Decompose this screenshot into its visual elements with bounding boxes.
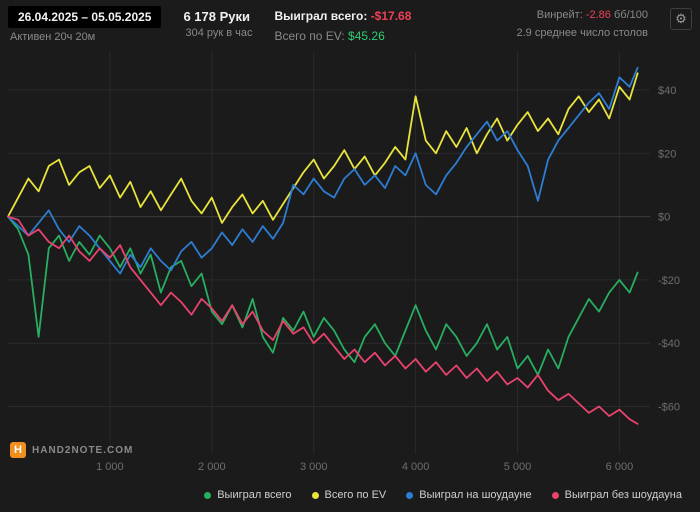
legend-label: Всего по EV [324, 489, 387, 501]
legend-label: Выиграл всего [217, 489, 292, 501]
legend-dot-yellow [311, 491, 319, 499]
ev-total-label: Всего по EV: [274, 29, 345, 43]
chart-legend: Выиграл всего Всего по EV Выиграл на шоу… [0, 478, 700, 512]
date-range-group: 26.04.2025 – 05.05.2025 Активен 20ч 20м [8, 6, 162, 43]
svg-text:-$40: -$40 [658, 338, 680, 350]
chart-container: 1 000 2 000 3 000 4 000 5 000 6 000 $40 $20 $0 -$… [0, 46, 700, 478]
hands-per-hour: 304 рук в час [185, 27, 253, 39]
won-total-label: Выиграл всего: [274, 9, 368, 23]
legend-dot-pink [551, 491, 559, 499]
legend-dot-blue [406, 491, 414, 499]
svg-text:-$20: -$20 [658, 275, 680, 287]
winrate-group: Винрейт: -2.86 бб/100 2.9 среднее число … [516, 6, 648, 39]
legend-label: Выиграл без шоудауна [564, 489, 682, 501]
hands-group: 6 178 Руки 304 рук в час [183, 6, 252, 39]
ev-total-value: $45.26 [348, 29, 385, 43]
stats-header: 26.04.2025 – 05.05.2025 Активен 20ч 20м … [0, 0, 700, 46]
hands-total: 6 178 Руки [183, 9, 251, 24]
legend-item-won-total[interactable]: Выиграл всего [204, 489, 292, 501]
hand2note-icon: H [10, 442, 26, 458]
svg-text:$0: $0 [658, 212, 670, 224]
svg-text:4 000: 4 000 [402, 461, 430, 473]
winnings-group: Выиграл всего: -$17.68 Всего по EV: $45.… [275, 6, 412, 43]
legend-label: Выиграл на шоудауне [419, 489, 532, 501]
legend-item-non-showdown[interactable]: Выиграл без шоудауна [551, 489, 682, 501]
date-range-selector[interactable]: 26.04.2025 – 05.05.2025 [8, 6, 162, 28]
settings-gear-icon[interactable]: ⚙ [670, 8, 692, 30]
svg-text:1 000: 1 000 [96, 461, 124, 473]
svg-text:2 000: 2 000 [198, 461, 226, 473]
winrate-value: -2.86 [585, 9, 611, 21]
legend-item-showdown[interactable]: Выиграл на шоудауне [406, 489, 532, 501]
svg-text:$40: $40 [658, 85, 676, 97]
active-time-label: Активен 20ч 20м [10, 31, 96, 43]
winrate-label: Винрейт: [536, 9, 583, 21]
svg-text:3 000: 3 000 [300, 461, 328, 473]
svg-text:$20: $20 [658, 148, 676, 160]
svg-text:-$60: -$60 [658, 402, 680, 414]
won-total-value: -$17.68 [370, 9, 412, 23]
legend-dot-green [204, 491, 212, 499]
hand2note-text: HAND2NOTE.COM [32, 444, 134, 456]
avg-tables: 2.9 среднее число столов [516, 27, 648, 39]
legend-item-ev[interactable]: Всего по EV [311, 489, 387, 501]
svg-text:6 000: 6 000 [606, 461, 634, 473]
winnings-chart: 1 000 2 000 3 000 4 000 5 000 6 000 $40 $20 $0 -$… [0, 46, 700, 478]
winrate-unit: бб/100 [613, 9, 648, 21]
brand-logo: H HAND2NOTE.COM [10, 442, 133, 458]
svg-text:5 000: 5 000 [504, 461, 532, 473]
